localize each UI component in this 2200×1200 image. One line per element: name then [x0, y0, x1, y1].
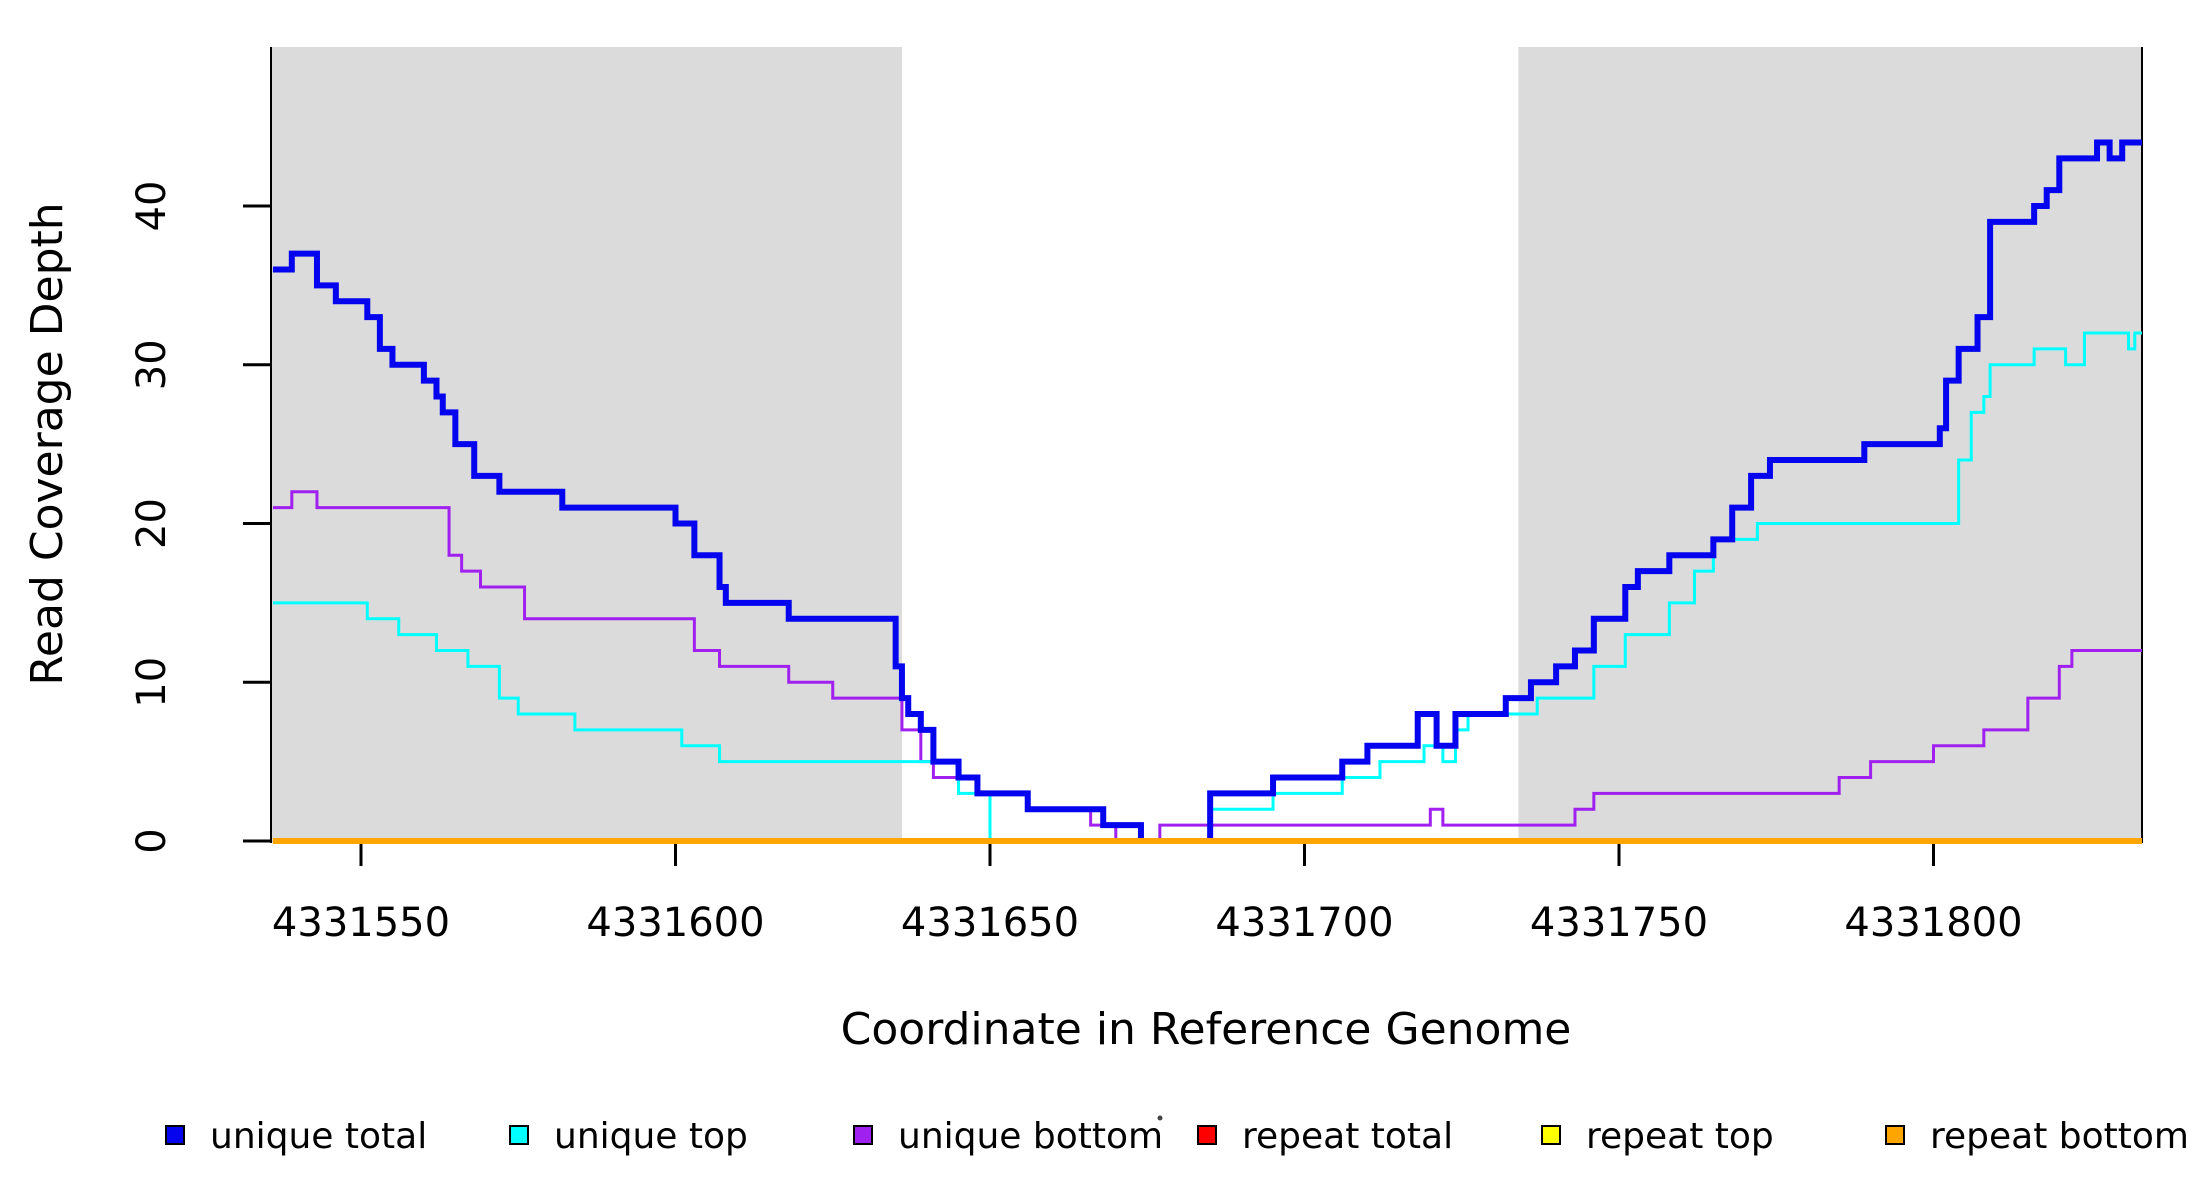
- legend-label: repeat top: [1586, 1116, 1774, 1157]
- legend-label: unique top: [554, 1116, 748, 1157]
- shaded-region: [1518, 47, 2142, 843]
- legend-label: unique total: [210, 1116, 427, 1157]
- legend-item-repeat-top: repeat top: [1541, 1116, 1774, 1157]
- legend-item-repeat-bottom: repeat bottom: [1885, 1116, 2189, 1157]
- series-unique-total: [272, 139, 2142, 844]
- y-tick-label: 0: [129, 828, 175, 853]
- legend-item-unique-top: unique top: [509, 1116, 748, 1157]
- x-tick-label: 4331650: [901, 900, 1079, 946]
- x-tick-label: 4331700: [1215, 900, 1393, 946]
- legend-swatch: [853, 1125, 873, 1145]
- shaded-regions: [271, 47, 2142, 843]
- shaded-region: [271, 47, 902, 843]
- plot-frame: [270, 47, 2143, 843]
- x-axis-title: Coordinate in Reference Genome: [841, 1004, 1572, 1055]
- legend-label: repeat total: [1242, 1116, 1453, 1157]
- x-tick-label: 4331800: [1844, 900, 2022, 946]
- y-axis-title: Read Coverage Depth: [22, 202, 73, 685]
- legend-item-unique-total: unique total: [165, 1116, 427, 1157]
- legend-swatch: [1541, 1125, 1561, 1145]
- legend-label: unique bottom: [898, 1116, 1163, 1157]
- legend-label: repeat bottom: [1930, 1116, 2189, 1157]
- legend-item-repeat-total: repeat total: [1197, 1116, 1453, 1157]
- x-tick-label: 4331750: [1530, 900, 1708, 946]
- legend-swatch: [1885, 1125, 1905, 1145]
- legend-swatch: [1197, 1125, 1217, 1145]
- y-tick-label: 10: [129, 657, 175, 708]
- x-tick-label: 4331600: [586, 900, 764, 946]
- y-tick-label: 20: [129, 498, 175, 549]
- y-tick-label: 30: [129, 339, 175, 390]
- legend-item-unique-bottom: unique bottom: [853, 1116, 1163, 1157]
- x-tick-label: 4331550: [272, 900, 450, 946]
- data-series: [272, 139, 2142, 844]
- legend: unique total unique top unique bottom repea…: [165, 1115, 2189, 1157]
- y-tick-label: 40: [129, 181, 175, 232]
- legend-swatch: [509, 1125, 529, 1145]
- stray-dot-artifact: [1157, 1115, 1163, 1121]
- legend-swatch: [165, 1125, 185, 1145]
- axis-ticks: 4331550 4331600 4331650 4331700 4331750 43318…: [129, 181, 2023, 946]
